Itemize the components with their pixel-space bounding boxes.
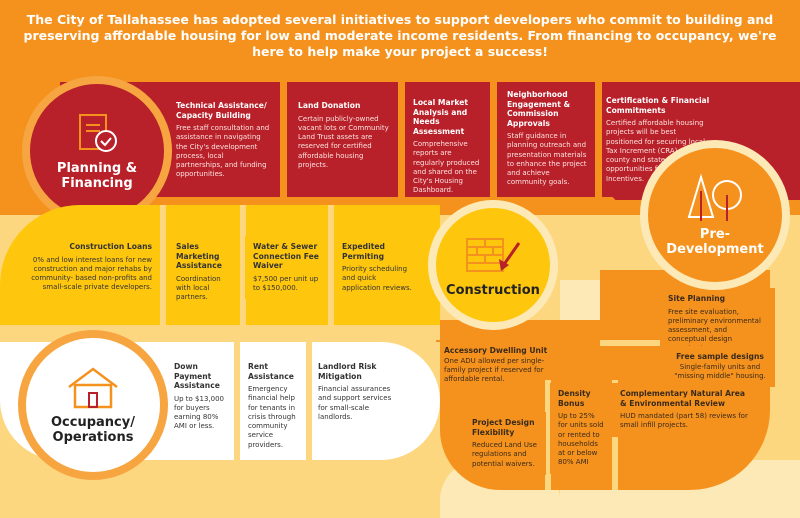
construction-item: Water & Sewer Connection Fee Waiver $7,50…: [245, 236, 327, 300]
predevelopment-item: Free sample designs Single-family units a…: [665, 346, 775, 388]
clipboard-check-icon: [79, 114, 117, 152]
headline: The City of Tallahassee has adopted seve…: [23, 12, 777, 59]
occupancy-item: Rent Assistance Emergency financial help …: [240, 356, 308, 457]
construction-item: Complementary Natural Area & Environment…: [612, 383, 762, 437]
construction-item: Construction Loans 0% and low interest lo…: [20, 236, 160, 299]
occupancy-band-curve: [310, 342, 440, 460]
planning-item: Land Donation Certain publicly-owned vaca…: [290, 95, 398, 197]
stage-title: Planning & Financing: [56, 161, 138, 191]
construction-item: Sales Marketing Assistance Coordination w…: [168, 236, 240, 309]
planning-item: Local Market Analysis and Needs Assessme…: [405, 92, 490, 197]
stage-title: Occupancy/ Operations: [51, 415, 135, 445]
divider: [545, 380, 551, 490]
construction-item: Density Bonus Up to 25% for units sold or…: [550, 383, 612, 474]
divider: [306, 342, 312, 460]
divider: [490, 82, 497, 197]
divider: [398, 82, 405, 197]
divider: [328, 205, 334, 325]
construction-item: Accessory Dwelling Unit One ADU allowed p…: [436, 340, 566, 391]
bricks-trowel-icon: [466, 237, 521, 272]
divider: [160, 205, 166, 325]
predevelopment-stage-circle: Pre-Development: [640, 140, 790, 290]
trees-icon: [687, 173, 742, 221]
house-icon: [68, 367, 118, 409]
occupancy-item: Down Payment Assistance Up to $13,000 for…: [166, 356, 236, 438]
planning-stage-circle: Planning & Financing: [22, 76, 172, 226]
planning-item: Technical Assistance/ Capacity Building F…: [168, 95, 278, 197]
divider: [240, 205, 246, 325]
stage-title: Pre-Development: [666, 227, 764, 257]
divider: [234, 342, 240, 460]
planning-item: Certification & Financial Commitments Cer…: [606, 96, 714, 183]
construction-item: Expedited Permiting Priority scheduling a…: [334, 236, 424, 299]
occupancy-item: Landlord Risk Mitigation Financial assura…: [318, 362, 392, 421]
divider: [595, 82, 602, 197]
stage-title: Construction: [446, 282, 540, 298]
occupancy-stage-circle: Occupancy/ Operations: [18, 330, 168, 480]
construction-item: Project Design Flexibility Reduced Land U…: [464, 412, 546, 475]
planning-item: Neighborhood Engagement & Commission App…: [499, 84, 595, 197]
divider: [280, 82, 287, 197]
construction-stage-circle: Construction: [428, 200, 558, 330]
